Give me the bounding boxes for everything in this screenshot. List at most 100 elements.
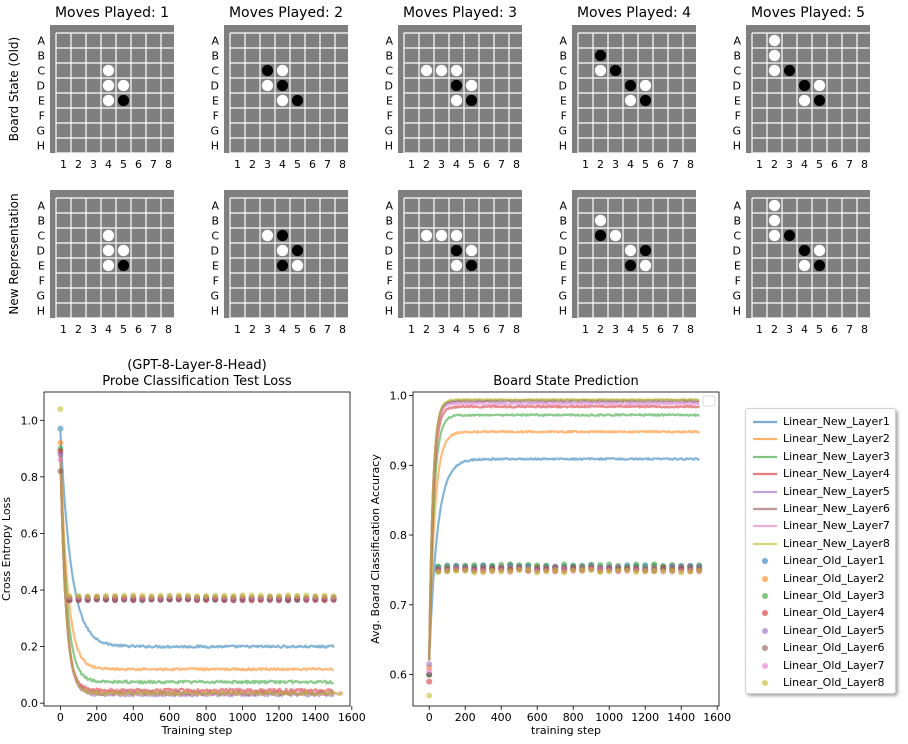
x-tick-label: 1200 [265, 711, 293, 724]
legend-line-marker [753, 438, 777, 441]
x-tick-label: 1600 [703, 711, 731, 724]
white-piece [624, 94, 637, 107]
board-file-label: 4 [105, 323, 112, 336]
board-file-label: 5 [294, 158, 301, 171]
legend-label: Linear_Old_Layer2 [783, 571, 885, 585]
white-piece [102, 259, 115, 272]
board-file-label: 4 [627, 158, 634, 171]
data-point [130, 592, 137, 599]
board-file-label: 2 [597, 323, 604, 336]
board-file-label: 7 [846, 323, 853, 336]
y-tick-label: 0.0 [21, 697, 39, 710]
y-tick-label: 0.9 [390, 459, 408, 472]
black-piece [117, 94, 130, 107]
data-point [534, 569, 541, 576]
data-point [112, 592, 119, 599]
legend-point-marker [762, 645, 768, 652]
board-file-label: 8 [687, 323, 694, 336]
board-rank-label: F [39, 110, 45, 123]
board-file-label: 3 [264, 158, 271, 171]
board-file-label: 7 [150, 158, 157, 171]
board-file-label: 8 [165, 158, 172, 171]
board-rank-label: G [732, 290, 741, 303]
white-piece [465, 79, 478, 92]
board-rank-label: A [385, 35, 393, 48]
black-piece [639, 94, 652, 107]
board-rank-label: E [734, 95, 741, 108]
legend-item: Linear_Old_Layer6 [746, 640, 897, 656]
plot-series [57, 405, 344, 698]
board-file-label: 6 [831, 323, 838, 336]
board-file-label: 2 [771, 158, 778, 171]
board-rank-label: D [37, 245, 45, 258]
legend-point-marker [762, 627, 768, 634]
data-point [669, 567, 676, 574]
board-rank-label: H [37, 305, 45, 318]
y-tick-label: 0.4 [21, 584, 39, 597]
board-file-label: 3 [438, 158, 445, 171]
board-rank-label: B [211, 215, 219, 228]
black-piece [291, 94, 304, 107]
board-file-label: 8 [339, 323, 346, 336]
x-tick-label: 1000 [229, 711, 257, 724]
data-point [102, 592, 109, 599]
board-rank-label: G [36, 125, 45, 138]
white-piece [102, 94, 115, 107]
y-tick-label: 1.0 [21, 414, 39, 427]
board-column-title: Moves Played: 4 [577, 5, 691, 21]
legend: Linear_New_Layer1 Linear_New_Layer2 Linear… [745, 408, 896, 694]
data-point [212, 592, 219, 599]
board-file-label: 7 [150, 323, 157, 336]
plot-area [412, 391, 720, 707]
board-rank-label: G [384, 125, 393, 138]
board-rank-label: G [384, 290, 393, 303]
board-file-label: 5 [468, 323, 475, 336]
white-piece [639, 259, 652, 272]
board-rank-label: E [386, 260, 393, 273]
board-rank-label: C [559, 230, 567, 243]
data-point [139, 592, 146, 599]
board-titles: Moves Played: 1 Moves Played: 2 Moves Play… [7, 5, 865, 315]
series-line-Linear_New_Layer3 [428, 413, 701, 661]
board-file-label: 4 [279, 158, 286, 171]
data-point [579, 567, 586, 574]
board-file-label: 8 [687, 158, 694, 171]
board-rank-label: F [735, 110, 741, 123]
legend-item: Linear_New_Layer5 [746, 484, 897, 500]
y-axis-label: Cross Entropy Loss [0, 497, 13, 601]
white-piece [102, 229, 115, 242]
board-rank-label: C [385, 230, 393, 243]
board-file-label: 1 [756, 158, 763, 171]
legend-label: Linear_New_Layer4 [783, 467, 890, 481]
board-rank-label: D [211, 245, 219, 258]
data-point [624, 567, 631, 574]
board-rank-label: H [733, 140, 741, 153]
data-point [678, 569, 685, 576]
board-rank-label: A [37, 200, 45, 213]
x-tick-label: 1600 [338, 711, 366, 724]
board-file-label: 7 [498, 323, 505, 336]
white-piece [768, 214, 781, 227]
board-rank-label: B [733, 50, 741, 63]
board-rank-label: H [211, 305, 219, 318]
board-file-label: 3 [786, 323, 793, 336]
board-file-label: 4 [105, 158, 112, 171]
legend-label: Linear_Old_Layer8 [783, 676, 885, 689]
white-piece [813, 79, 826, 92]
board-rank-label: C [559, 65, 567, 78]
black-piece [639, 244, 652, 257]
y-tick-label: 0.2 [21, 641, 39, 654]
board-file-label: 1 [756, 323, 763, 336]
data-point [444, 568, 451, 575]
black-piece [798, 79, 811, 92]
board-rank-label: B [385, 215, 393, 228]
legend-item: Linear_Old_Layer7 [746, 658, 897, 674]
data-point [57, 468, 64, 475]
white-piece [768, 49, 781, 62]
legend-label: Linear_Old_Layer7 [783, 658, 885, 672]
data-point [516, 567, 523, 574]
legend-label: Linear_Old_Layer4 [783, 606, 885, 620]
x-tick-label: 1000 [595, 711, 623, 724]
board-file-label: 4 [453, 158, 460, 171]
